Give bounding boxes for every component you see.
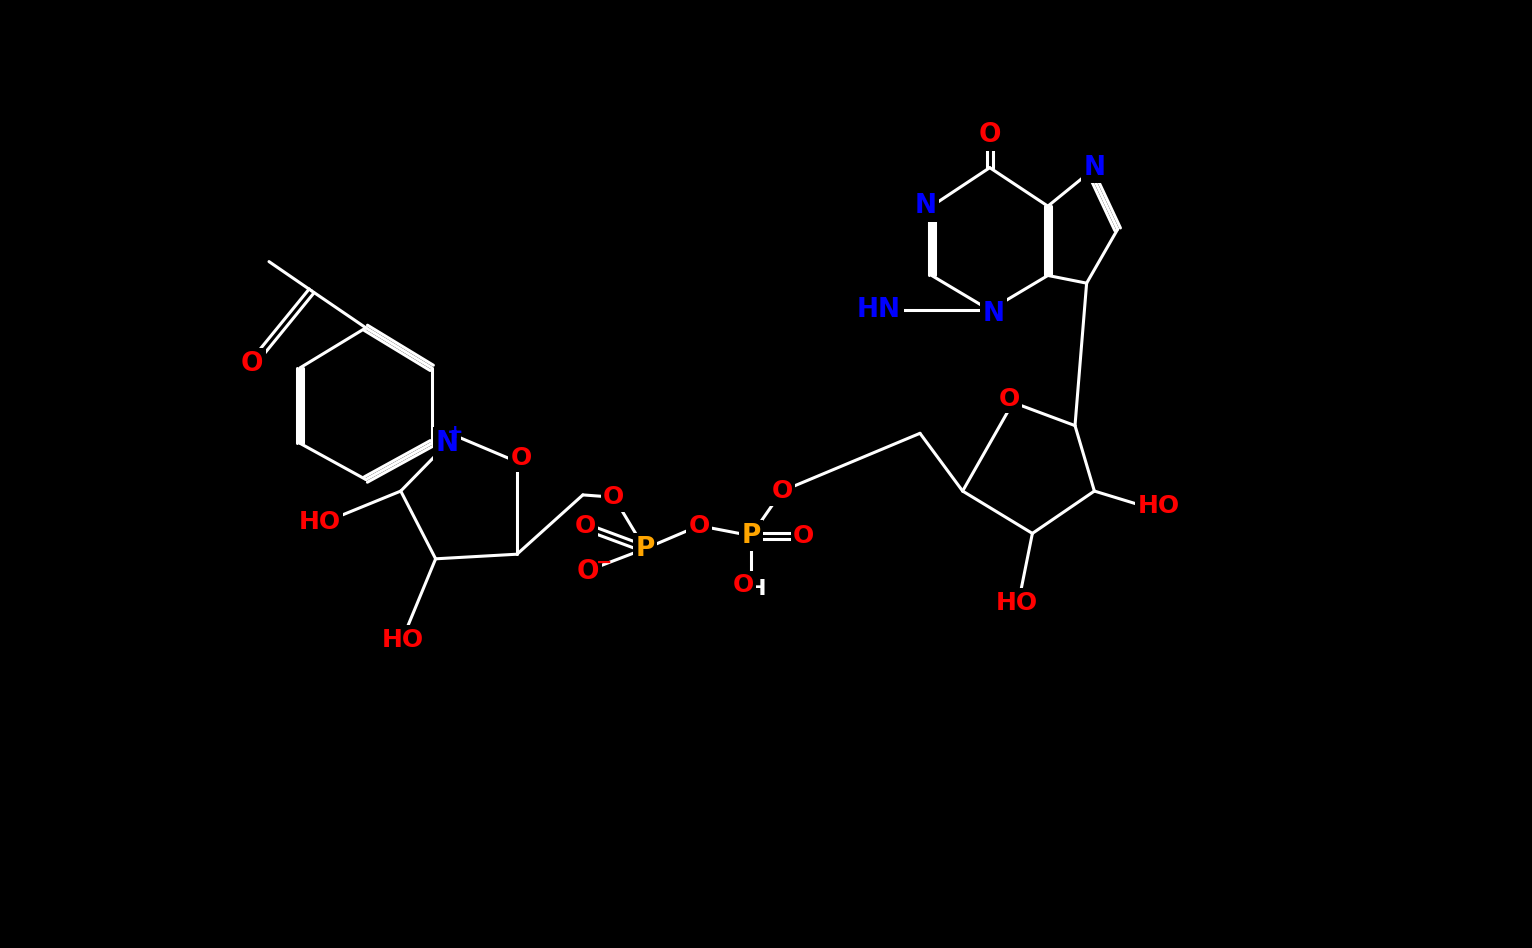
Text: O: O: [604, 485, 625, 509]
Text: N: N: [982, 301, 1005, 327]
Text: N: N: [1083, 155, 1106, 181]
Text: O: O: [578, 559, 599, 585]
Text: O: O: [999, 387, 1020, 410]
Text: HO: HO: [381, 628, 424, 651]
Text: P: P: [636, 536, 654, 562]
Text: O: O: [794, 523, 815, 548]
Text: O: O: [732, 573, 754, 597]
Text: N: N: [435, 429, 458, 457]
Text: N: N: [915, 193, 936, 219]
Text: +: +: [447, 423, 463, 442]
Text: −: −: [596, 553, 611, 572]
Text: H: H: [748, 579, 766, 599]
Text: O: O: [979, 122, 1000, 148]
Text: O: O: [574, 514, 596, 538]
Text: HO: HO: [299, 510, 340, 534]
Text: O: O: [241, 351, 264, 377]
Text: P: P: [741, 522, 761, 549]
Text: O: O: [772, 479, 792, 503]
Text: O: O: [510, 446, 532, 470]
Text: HO: HO: [1138, 495, 1180, 519]
Text: HO: HO: [996, 591, 1039, 614]
Text: O: O: [688, 514, 709, 538]
Text: HN: HN: [856, 297, 901, 323]
